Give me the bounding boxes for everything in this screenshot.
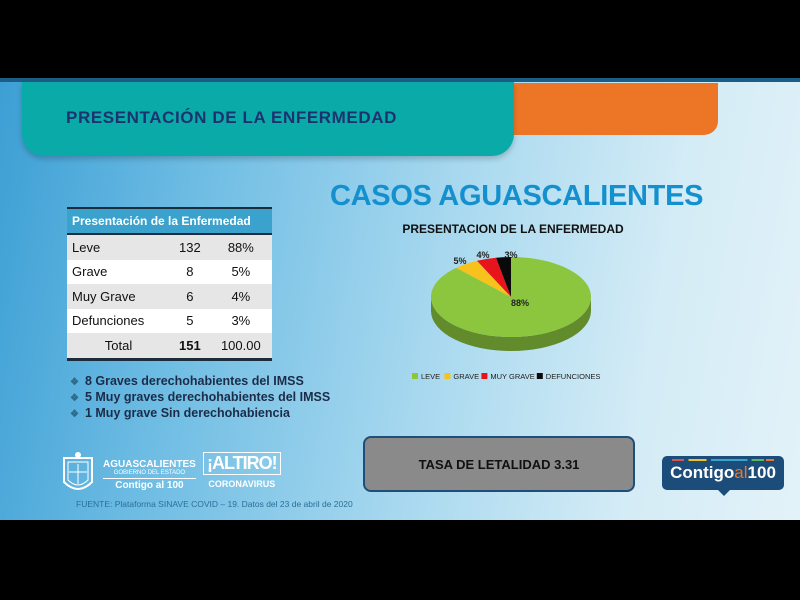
diamond-bullet-icon: ❖ [70, 393, 79, 404]
heading: CASOS AGUASCALIENTES [330, 180, 704, 212]
pie-data-label: 3% [504, 250, 517, 260]
table-row: Muy Grave 6 4% [67, 284, 272, 309]
legend-label: LEVE [421, 372, 440, 381]
altiro-main: ¡ALTIRO! [203, 452, 281, 475]
pie-side [431, 297, 591, 351]
table-row: Defunciones 5 3% [67, 308, 272, 333]
legend-label: GRAVE [453, 372, 479, 381]
legend-label: DEFUNCIONES [546, 372, 601, 381]
table-total-row: Total 151 100.00 [67, 333, 272, 359]
table-row: Leve 132 88% [67, 234, 272, 260]
lethality-rate-box: TASA DE LETALIDAD 3.31 [363, 436, 635, 492]
diamond-bullet-icon: ❖ [70, 409, 79, 420]
cell-pct: 100.00 [209, 333, 272, 359]
cell-label: Total [67, 333, 170, 359]
pie-chart: PRESENTACION DE LA ENFERMEDAD 88%5%4% 3% … [402, 222, 624, 381]
legend-swatch [444, 373, 451, 379]
legend-label: MUY GRAVE [490, 372, 534, 381]
bullet-item: ❖ 8 Graves derechohabientes del IMSS [70, 374, 330, 390]
page-title: PRESENTACIÓN DE LA ENFERMEDAD [66, 108, 397, 127]
legend-swatch [412, 373, 418, 379]
chart-title: PRESENTACION DE LA ENFERMEDAD [402, 222, 624, 236]
slide: PRESENTACIÓN DE LA ENFERMEDAD CASOS AGUA… [0, 78, 800, 520]
cell-pct: 5% [209, 259, 272, 284]
cell-pct: 4% [209, 284, 272, 309]
state-logo-slogan: Contigo al 100 [103, 478, 196, 491]
legend-swatch [481, 373, 488, 379]
pie-slice-grave [456, 260, 511, 297]
pie-data-label: 4% [476, 250, 489, 260]
altiro-sub: CORONAVIRUS [208, 479, 276, 489]
bullet-text: 8 Graves derechohabientes del IMSS [84, 374, 304, 388]
cell-pct: 88% [209, 234, 272, 260]
state-coat-of-arms-icon [63, 452, 93, 490]
cell-label: Defunciones [67, 308, 170, 333]
altiro-logo: ¡ALTIRO! CORONAVIRUS [203, 452, 281, 489]
cell-label: Leve [67, 234, 170, 260]
table-row: Grave 8 5% [67, 259, 272, 284]
pie-data-label: 88% [511, 298, 529, 308]
state-logo-sub: GOBIERNO DEL ESTADO [113, 470, 186, 476]
bullet-item: ❖ 1 Muy grave Sin derechohabiencia [70, 406, 330, 422]
bullet-text: 5 Muy graves derechohabientes del IMSS [84, 390, 331, 404]
contigo-al-100-logo: Contigo al 100 [662, 456, 784, 496]
cell-count: 6 [170, 284, 210, 309]
title-banner [22, 82, 514, 156]
pie-data-label: 5% [453, 256, 466, 266]
table-header: Presentación de la Enfermedad [67, 208, 272, 235]
top-line [0, 78, 800, 82]
logo-word: Contigo [670, 463, 735, 482]
bullet-item: ❖ 5 Muy graves derechohabientes del IMSS [70, 390, 330, 406]
state-logo: AGUASCALIENTES GOBIERNO DEL ESTADO Conti… [103, 459, 196, 491]
cell-label: Muy Grave [67, 284, 170, 309]
pie-slice-defunciones [496, 257, 511, 297]
pie-slice-muy-grave [476, 257, 511, 297]
diamond-bullet-icon: ❖ [70, 377, 79, 388]
cell-count: 132 [170, 234, 210, 260]
state-logo-name: AGUASCALIENTES [103, 459, 196, 470]
cases-table: Presentación de la Enfermedad Leve 132 88%… [67, 207, 272, 361]
color-stripes [672, 459, 774, 461]
logo-word: al [734, 463, 748, 482]
cell-label: Grave [67, 259, 170, 284]
source-note: FUENTE: Plataforma SINAVE COVID – 19. Da… [76, 499, 353, 509]
legend-swatch [536, 373, 543, 379]
cell-count: 151 [170, 333, 210, 359]
cell-count: 5 [170, 308, 210, 333]
bullet-list: ❖ 8 Graves derechohabientes del IMSS ❖ 5 M… [70, 374, 330, 422]
cell-pct: 3% [209, 308, 272, 333]
cell-count: 8 [170, 259, 210, 284]
logo-word: 100 [747, 463, 776, 482]
bullet-text: 1 Muy grave Sin derechohabiencia [84, 406, 290, 420]
